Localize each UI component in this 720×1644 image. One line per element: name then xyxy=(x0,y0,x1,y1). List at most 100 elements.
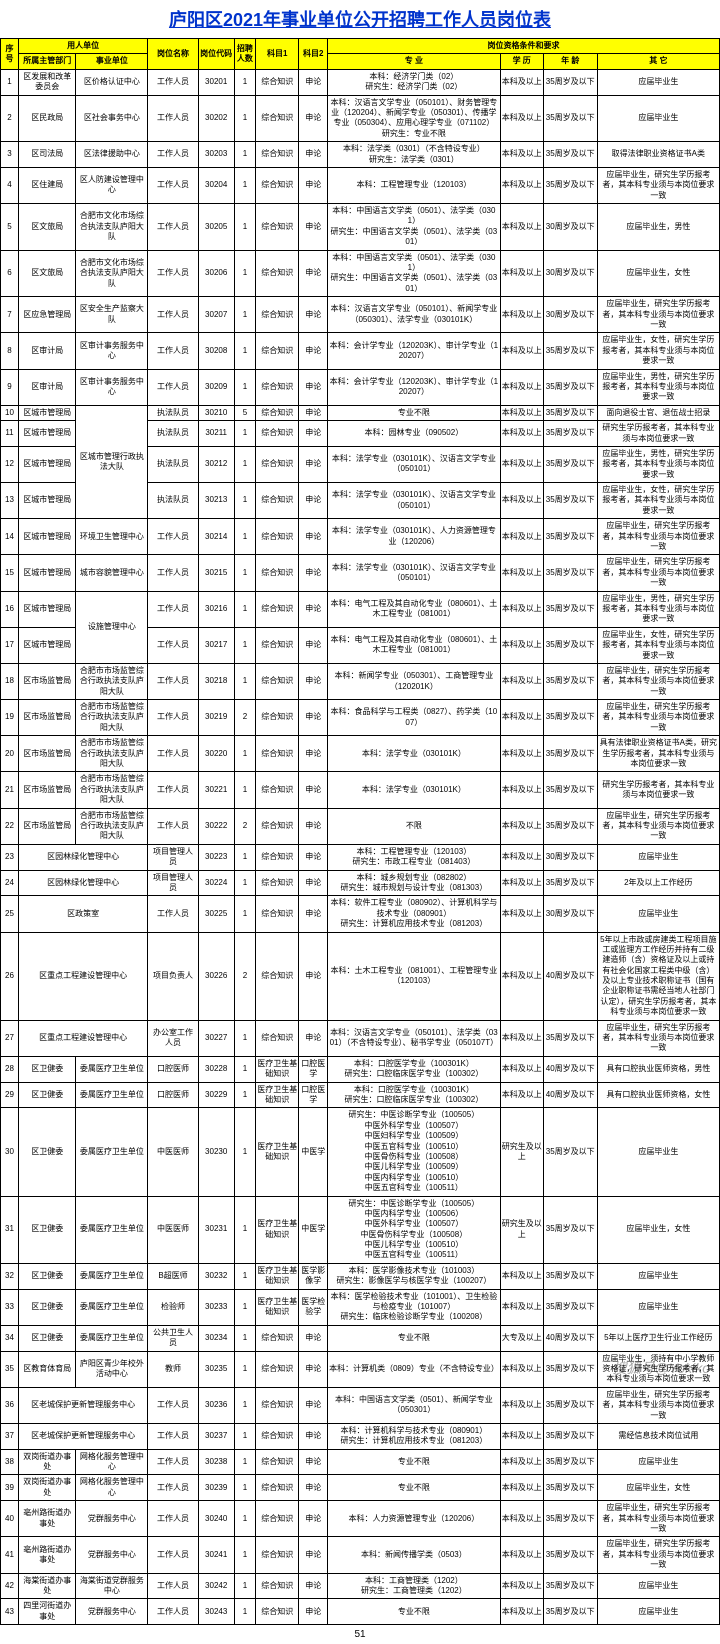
cell-unit: 合肥市市场监管综合行政执法支队庐阳大队 xyxy=(76,772,148,808)
cell-seq: 27 xyxy=(1,1020,19,1056)
cell-seq: 5 xyxy=(1,204,19,251)
cell-age: 35周岁及以下 xyxy=(543,483,597,519)
cell-age: 35周岁及以下 xyxy=(543,1020,597,1056)
cell-other: 应届毕业生 xyxy=(597,844,719,870)
page-number: 51 xyxy=(0,1625,720,1644)
cell-unit: 合肥市市场监管综合行政执法支队庐阳大队 xyxy=(76,663,148,699)
cell-edu: 本科及以上 xyxy=(500,1289,543,1325)
cell-seq: 33 xyxy=(1,1289,19,1325)
cell-age: 35周岁及以下 xyxy=(543,663,597,699)
cell-age: 35周岁及以下 xyxy=(543,1573,597,1599)
cell-num: 2 xyxy=(234,700,256,736)
cell-age: 35周岁及以下 xyxy=(543,421,597,447)
cell-unit: 区城市管理行政执法大队 xyxy=(76,405,148,519)
cell-s1: 综合知识 xyxy=(256,808,299,844)
cell-dept: 双岗街道办事处 xyxy=(18,1449,76,1475)
cell-s1: 综合知识 xyxy=(256,1501,299,1537)
cell-major: 研究生：中医诊断学专业（100505） 中医内科学专业（100506） 中医外科… xyxy=(328,1196,501,1263)
cell-age: 35周岁及以下 xyxy=(543,1289,597,1325)
cell-edu: 本科及以上 xyxy=(500,844,543,870)
cell-unit: 海棠街道党群服务中心 xyxy=(76,1573,148,1599)
cell-num: 1 xyxy=(234,1573,256,1599)
cell-s2: 申论 xyxy=(299,1325,328,1351)
cell-major: 本科：经济学门类（02） 研究生：经济学门类（02） xyxy=(328,69,501,95)
cell-s1: 综合知识 xyxy=(256,1449,299,1475)
cell-num: 2 xyxy=(234,808,256,844)
cell-dept: 区城市管理局 xyxy=(18,483,76,519)
cell-edu: 研究生及以上 xyxy=(500,1196,543,1263)
cell-other: 应届毕业生，研究生学历报考者，其本科专业须与本岗位要求一致 xyxy=(597,663,719,699)
cell-code: 30223 xyxy=(198,844,234,870)
cell-dept-unit: 区重点工程建设管理中心 xyxy=(18,932,147,1020)
cell-s2: 申论 xyxy=(299,297,328,333)
cell-post: 办公室工作人员 xyxy=(148,1020,198,1056)
cell-post: 工作人员 xyxy=(148,250,198,297)
cell-s1: 医疗卫生基础知识 xyxy=(256,1196,299,1263)
cell-code: 30213 xyxy=(198,483,234,519)
cell-other: 应届毕业生，女性 xyxy=(597,1196,719,1263)
cell-major: 本科：法学专业（030101K） xyxy=(328,736,501,772)
cell-unit: 合肥市市场监管综合行政执法支队庐阳大队 xyxy=(76,808,148,844)
cell-edu: 本科及以上 xyxy=(500,1082,543,1108)
cell-other: 应届毕业生，女性 xyxy=(597,250,719,297)
h-s2: 科目2 xyxy=(299,39,328,70)
cell-seq: 36 xyxy=(1,1387,19,1423)
cell-code: 30239 xyxy=(198,1475,234,1501)
cell-num: 1 xyxy=(234,555,256,591)
table-row: 36区老城保护更新管理服务中心工作人员302361综合知识申论本科：中国语言文学… xyxy=(1,1387,720,1423)
cell-unit: 委属医疗卫生单位 xyxy=(76,1056,148,1082)
cell-s2: 申论 xyxy=(299,333,328,369)
cell-age: 30周岁及以下 xyxy=(543,896,597,932)
cell-edu: 本科及以上 xyxy=(500,421,543,447)
table-row: 25区政策室工作人员302251综合知识申论本科：软件工程专业（080902）、… xyxy=(1,896,720,932)
cell-seq: 17 xyxy=(1,627,19,663)
cell-unit: 庐阳区青少年校外活动中心 xyxy=(76,1351,148,1387)
h-s1: 科目1 xyxy=(256,39,299,70)
cell-seq: 3 xyxy=(1,142,19,168)
cell-dept: 区教育体育局 xyxy=(18,1351,76,1387)
cell-dept: 区城市管理局 xyxy=(18,421,76,447)
cell-other: 面向退役士官、退伍战士招录 xyxy=(597,405,719,420)
cell-age: 30周岁及以下 xyxy=(543,297,597,333)
cell-num: 1 xyxy=(234,446,256,482)
cell-other: 5年以上医疗卫生行业工作经历 xyxy=(597,1325,719,1351)
cell-age: 30周岁及以下 xyxy=(543,844,597,870)
cell-edu: 本科及以上 xyxy=(500,736,543,772)
cell-s1: 综合知识 xyxy=(256,896,299,932)
cell-s1: 综合知识 xyxy=(256,405,299,420)
table-row: 33区卫健委委属医疗卫生单位检验师302331医疗卫生基础知识医学检验学本科：医… xyxy=(1,1289,720,1325)
cell-dept-unit: 区政策室 xyxy=(18,896,147,932)
cell-code: 30238 xyxy=(198,1449,234,1475)
cell-s2: 申论 xyxy=(299,1599,328,1625)
table-row: 41亳州路街道办事处党群服务中心工作人员302411综合知识申论本科：新闻传播学… xyxy=(1,1537,720,1573)
cell-post: 工作人员 xyxy=(148,808,198,844)
cell-num: 1 xyxy=(234,1082,256,1108)
cell-dept: 区市场监管局 xyxy=(18,700,76,736)
cell-dept: 区民政局 xyxy=(18,95,76,142)
cell-seq: 2 xyxy=(1,95,19,142)
cell-code: 30231 xyxy=(198,1196,234,1263)
cell-s2: 申论 xyxy=(299,369,328,405)
cell-unit: 区审计事务服务中心 xyxy=(76,333,148,369)
cell-other: 应届毕业生 xyxy=(597,1573,719,1599)
cell-edu: 本科及以上 xyxy=(500,700,543,736)
cell-num: 1 xyxy=(234,142,256,168)
cell-edu: 本科及以上 xyxy=(500,1537,543,1573)
h-employer: 用人单位 xyxy=(18,39,147,54)
cell-s2: 申论 xyxy=(299,1351,328,1387)
cell-post: 工作人员 xyxy=(148,663,198,699)
cell-num: 1 xyxy=(234,421,256,447)
cell-age: 35周岁及以下 xyxy=(543,772,597,808)
cell-other: 应届毕业生，研究生学历报考者，其本科专业须与本岗位要求一致 xyxy=(597,1020,719,1056)
cell-code: 30208 xyxy=(198,333,234,369)
cell-age: 35周岁及以下 xyxy=(543,142,597,168)
cell-s1: 综合知识 xyxy=(256,772,299,808)
cell-post: 工作人员 xyxy=(148,1537,198,1573)
cell-age: 35周岁及以下 xyxy=(543,555,597,591)
cell-num: 1 xyxy=(234,167,256,203)
cell-post: 工作人员 xyxy=(148,519,198,555)
cell-s2: 申论 xyxy=(299,1387,328,1423)
table-row: 32区卫健委委属医疗卫生单位B超医师302321医疗卫生基础知识医学影像学本科：… xyxy=(1,1263,720,1289)
cell-major: 本科：口腔医学专业（100301K） 研究生：口腔临床医学专业（100302） xyxy=(328,1082,501,1108)
cell-code: 30237 xyxy=(198,1423,234,1449)
